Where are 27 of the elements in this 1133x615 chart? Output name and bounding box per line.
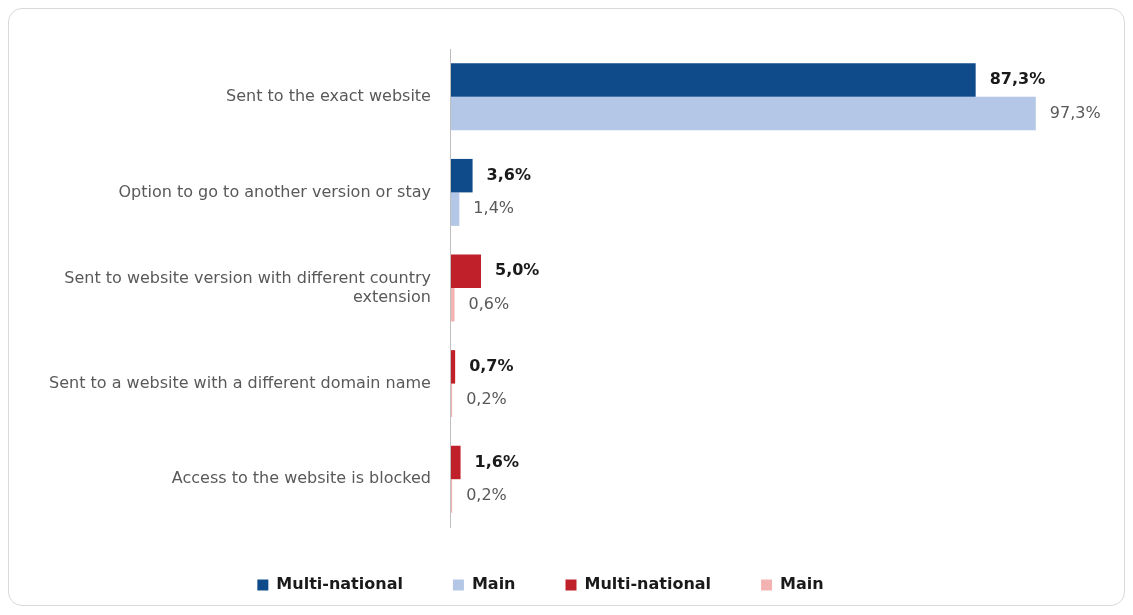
bar — [450, 350, 456, 384]
legend-label: Main — [780, 574, 824, 594]
y-tick-label: Sent to a website with a different domain name — [49, 372, 431, 392]
y-tick-label: Sent to website version with different country extension — [64, 267, 431, 306]
data-label: 5,0% — [495, 260, 540, 280]
bar — [450, 288, 455, 322]
bar — [450, 192, 460, 226]
data-label: 1,6% — [474, 451, 519, 471]
bar — [450, 158, 473, 193]
data-label: 87,3% — [989, 69, 1046, 89]
y-tick-label: Sent to the exact website — [225, 85, 431, 105]
legend-label: Multi-national — [276, 574, 403, 594]
bar — [450, 254, 482, 288]
bar — [450, 96, 1036, 131]
legend-label: Multi-national — [584, 574, 712, 594]
data-label: 0,2% — [466, 389, 507, 409]
data-label: 1,4% — [473, 198, 515, 218]
data-label: 97,3% — [1049, 102, 1101, 122]
data-label: 0,7% — [469, 356, 514, 376]
bar — [450, 445, 461, 480]
legend-label: Main — [471, 574, 516, 594]
bar — [450, 63, 976, 97]
data-label: 0,6% — [468, 293, 510, 313]
data-label: 0,2% — [466, 485, 507, 505]
y-tick-label: Access to the website is blocked — [171, 468, 431, 488]
y-tick-label: Option to go to another version or stay — [118, 181, 431, 201]
data-label: 3,6% — [486, 164, 531, 184]
